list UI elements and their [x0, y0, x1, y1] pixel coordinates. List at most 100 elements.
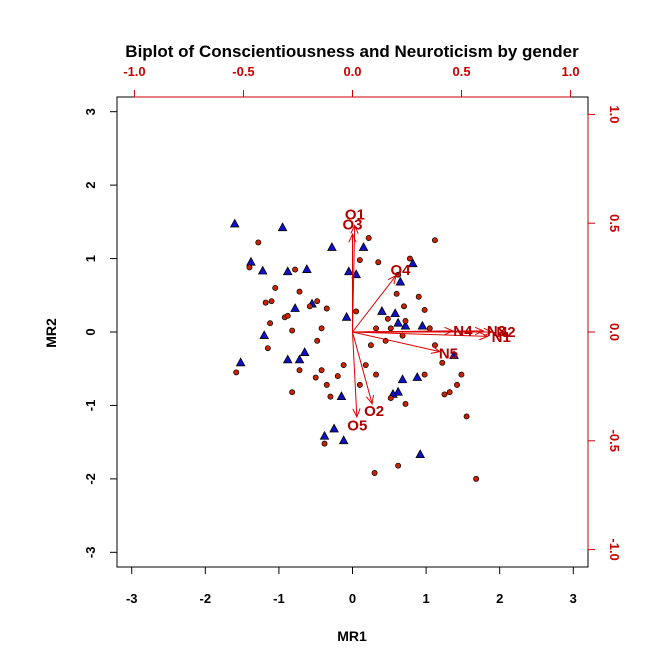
circle-point [284, 312, 291, 319]
arrowhead [444, 326, 455, 336]
triangle-point [390, 308, 400, 318]
circle-point [401, 303, 407, 310]
triangle-point [358, 242, 369, 251]
circle-point [395, 271, 402, 278]
triangle-point [277, 222, 288, 232]
arrowhead [387, 274, 397, 285]
circle-point [454, 381, 460, 388]
circle-point [323, 381, 330, 388]
top-tick-label: 1.0 [562, 64, 580, 79]
x-tick-label: 1 [422, 591, 429, 606]
circle-point [402, 401, 409, 407]
arrowhead [479, 331, 489, 341]
triangle-point [336, 391, 347, 401]
circle-point [318, 367, 325, 374]
loading-label-o5: O5 [347, 417, 367, 434]
circle-point [289, 327, 296, 334]
top-tick-label: 0.0 [343, 64, 361, 79]
triangle-point [302, 264, 312, 273]
circle-point [262, 299, 269, 306]
x-tick-label: -1 [273, 591, 285, 606]
triangle-point [393, 317, 403, 327]
loading-label-n2: N2 [496, 324, 515, 341]
circle-point [327, 393, 334, 400]
circle-point [233, 369, 240, 376]
circle-point [246, 264, 253, 271]
triangle-point [415, 449, 426, 459]
x-tick-label: 0 [349, 591, 356, 606]
triangle-point [393, 386, 403, 396]
loading-label-n1: N1 [492, 329, 511, 346]
circle-point [296, 367, 303, 374]
circle-point [272, 284, 279, 291]
y-tick-label: 0 [83, 328, 98, 335]
loading-arrow-o5 [352, 331, 358, 417]
circle-point [375, 259, 382, 266]
circle-point [340, 362, 347, 368]
right-tick-label: -0.5 [607, 430, 622, 452]
loading-arrow-o4 [352, 275, 397, 333]
circle-point [264, 345, 271, 352]
chart-title: Biplot of Conscientiousness and Neurotic… [125, 42, 579, 61]
y-tick-label: 3 [83, 108, 98, 115]
circle-point [353, 308, 360, 315]
right-tick-label: -1.0 [607, 538, 622, 560]
loading-label-o3: O3 [342, 216, 362, 233]
triangle-point [327, 242, 337, 251]
triangle-point [449, 350, 459, 359]
triangle-point [344, 266, 354, 276]
loading-arrow-n5 [352, 331, 440, 353]
y-tick-label: 2 [83, 182, 98, 189]
circle-point [393, 290, 400, 297]
circle-point [387, 325, 394, 332]
circle-point [395, 462, 402, 469]
circle-point [406, 255, 413, 262]
loading-arrow-o2 [352, 331, 373, 404]
circle-point [426, 325, 433, 332]
arrowhead [483, 327, 494, 337]
circle-point [356, 381, 363, 388]
loading-label-o1: O1 [345, 207, 365, 224]
triangle-point [395, 276, 406, 286]
triangle-point [397, 374, 408, 384]
triangle-point [282, 354, 293, 364]
triangle-point [246, 256, 256, 266]
triangle-point [400, 320, 411, 330]
circle-point [306, 303, 313, 310]
y-tick-label: 1 [83, 255, 98, 262]
circle-point [255, 239, 262, 246]
loading-label-o2: O2 [364, 403, 384, 420]
triangle-point [257, 265, 268, 275]
loading-arrows-layer [348, 224, 494, 419]
triangle-point [294, 354, 305, 364]
circle-point [362, 362, 369, 368]
circle-point [431, 237, 438, 244]
circle-point [292, 266, 299, 273]
circle-point [312, 374, 319, 381]
circle-point [399, 332, 406, 339]
circle-point [365, 235, 372, 241]
x-axis-title: MR1 [337, 628, 367, 644]
right-tick-label: 1.0 [607, 105, 622, 123]
circle-point [387, 395, 394, 402]
triangle-point [417, 320, 428, 330]
x-tick-label: -3 [126, 591, 138, 606]
circle-point [446, 389, 453, 396]
loading-label-n4: N4 [453, 323, 473, 340]
top-tick-label: 0.5 [452, 64, 470, 79]
circle-point [321, 440, 328, 447]
triangle-point [408, 258, 418, 268]
circle-point [473, 475, 480, 482]
triangle-point [229, 218, 240, 228]
arrowhead [474, 326, 485, 336]
circle-point [267, 320, 274, 327]
circle-point [334, 373, 341, 380]
circle-point [356, 257, 363, 263]
triangle-point [290, 303, 300, 312]
circle-point [289, 389, 296, 396]
right-tick-label: 0.0 [607, 323, 622, 341]
triangle-point [319, 430, 330, 440]
circle-point [296, 288, 303, 295]
right-tick-label: 0.5 [607, 214, 622, 232]
